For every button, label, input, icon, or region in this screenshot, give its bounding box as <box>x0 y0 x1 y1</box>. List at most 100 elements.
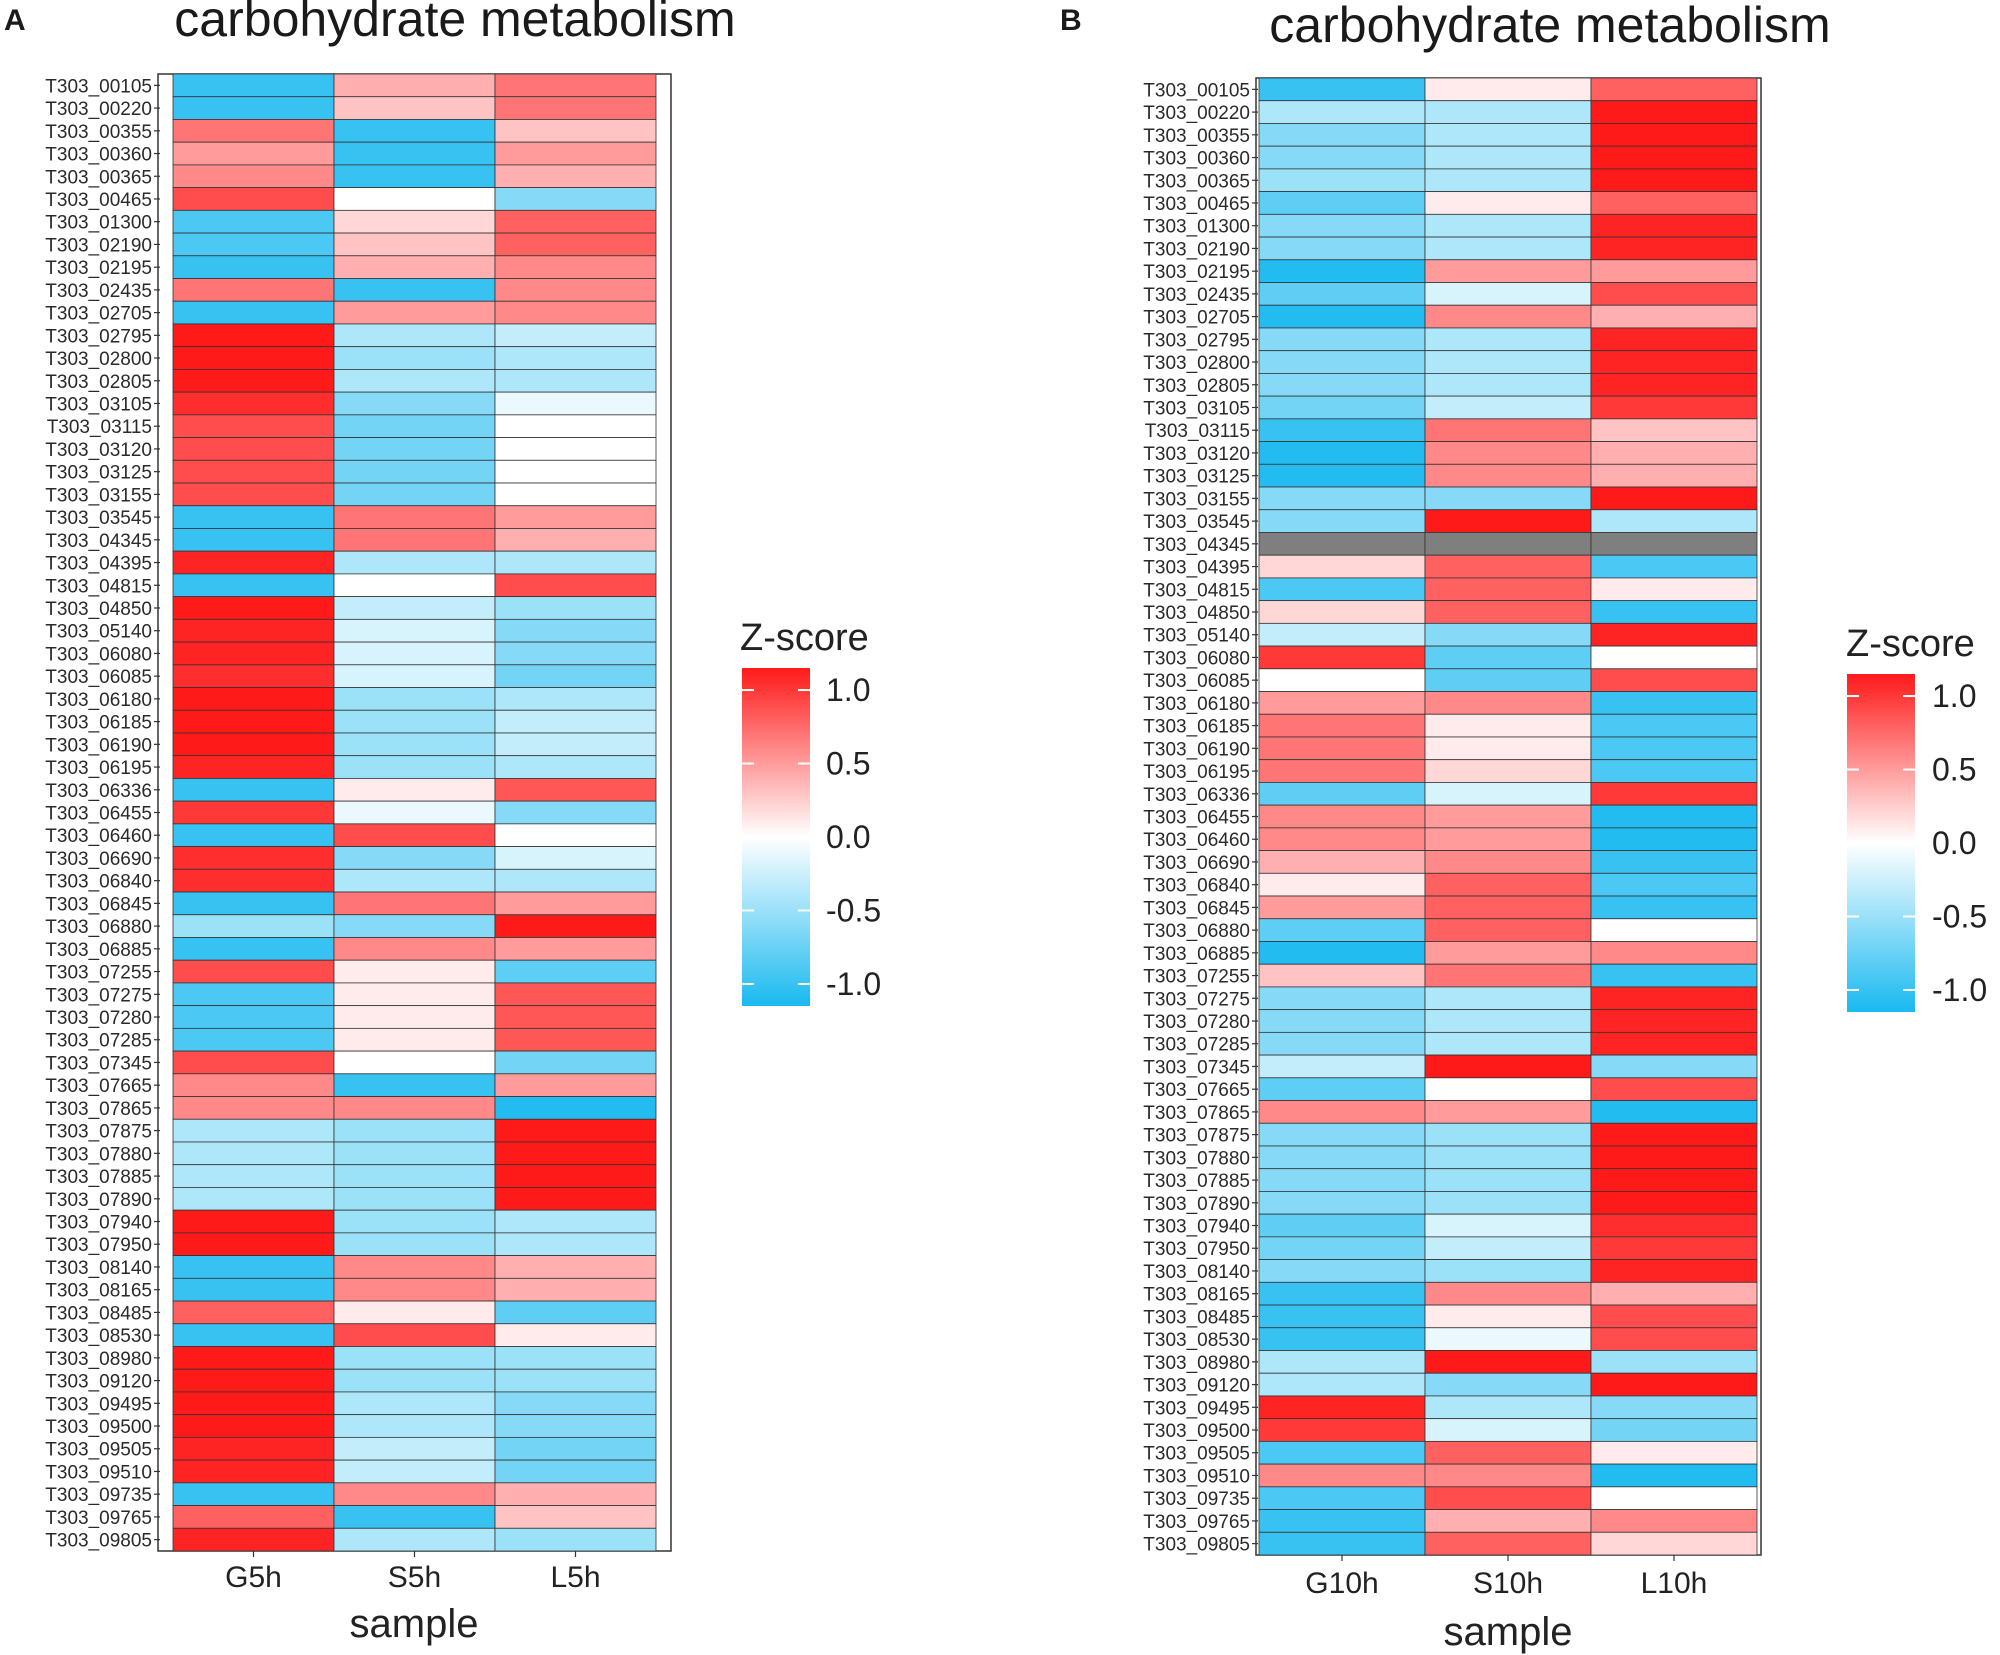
heatmap-cell <box>333 709 496 734</box>
heatmap-cell <box>172 414 335 438</box>
heatmap-cell <box>494 187 657 211</box>
heatmap-cell <box>1590 804 1758 829</box>
row-label: T303_04345 <box>45 531 152 552</box>
heatmap-cell <box>494 323 657 348</box>
row-label: T303_02435 <box>45 281 152 302</box>
heatmap-cell <box>1590 691 1758 715</box>
heatmap-cell <box>1424 145 1592 170</box>
row-label: T303_06455 <box>1143 808 1250 829</box>
heatmap-cell <box>1424 350 1592 374</box>
heatmap-cell <box>494 778 657 802</box>
heatmap-cell <box>494 1368 657 1393</box>
heatmap-cell <box>333 687 496 711</box>
heatmap-cell <box>1258 372 1426 397</box>
heatmap-cell <box>333 368 496 393</box>
heatmap-cell <box>1424 1440 1592 1465</box>
heatmap-cell <box>494 96 657 120</box>
heatmap-cell <box>1258 1372 1426 1397</box>
heatmap-cell <box>172 300 335 325</box>
row-label: T303_00365 <box>45 167 152 188</box>
heatmap-cell <box>1258 1191 1426 1215</box>
heatmap-cell <box>172 868 335 893</box>
panel-b-x-axis-title: sample <box>1444 1610 1573 1654</box>
heatmap-cell <box>172 1232 335 1257</box>
heatmap-cell <box>1424 100 1592 124</box>
row-label: T303_09495 <box>1143 1398 1250 1419</box>
heatmap-cell <box>1590 418 1758 442</box>
row-label: T303_06880 <box>1143 921 1250 942</box>
heatmap-cell <box>494 255 657 279</box>
heatmap-cell <box>1590 986 1758 1011</box>
panel-b: B carbohydrate metabolism T303_00105T303… <box>1060 0 1987 1654</box>
heatmap-cell <box>172 732 335 757</box>
legend-tick-label: 1.0 <box>826 672 870 708</box>
row-label: T303_09735 <box>45 1485 152 1506</box>
heatmap-cell <box>1424 941 1592 965</box>
heatmap-cell <box>494 1232 657 1257</box>
row-label: T303_00365 <box>1143 171 1250 192</box>
panel-b-row-labels: T303_00105T303_00220T303_00355T303_00360… <box>1143 80 1258 1556</box>
heatmap-cell <box>1424 532 1592 556</box>
heatmap-cell <box>1590 1077 1758 1101</box>
heatmap-cell <box>1424 1372 1592 1397</box>
heatmap-cell <box>333 437 496 461</box>
row-label: T303_07280 <box>45 1008 152 1029</box>
heatmap-cell <box>1258 463 1426 488</box>
row-label: T303_06880 <box>45 917 152 938</box>
row-label: T303_03545 <box>1143 512 1250 533</box>
heatmap-cell <box>1258 1077 1426 1101</box>
column-label: L5h <box>550 1561 600 1594</box>
heatmap-cell <box>172 1187 335 1211</box>
heatmap-cell <box>333 1118 496 1143</box>
heatmap-cell <box>1424 259 1592 283</box>
heatmap-cell <box>494 1323 657 1347</box>
heatmap-cell <box>1590 395 1758 420</box>
heatmap-cell <box>1258 304 1426 329</box>
row-label: T303_06460 <box>45 826 152 847</box>
heatmap-cell <box>1258 1213 1426 1238</box>
row-label: T303_04345 <box>1143 535 1250 556</box>
heatmap-cell <box>333 596 496 620</box>
heatmap-cell <box>172 618 335 643</box>
heatmap-cell <box>1258 486 1426 511</box>
panel-a-x-axis-title: sample <box>350 1602 479 1646</box>
row-label: T303_03125 <box>1143 467 1250 488</box>
heatmap-cell <box>333 573 496 598</box>
heatmap-cell <box>494 959 657 984</box>
heatmap-cell <box>1590 850 1758 874</box>
heatmap-cell <box>333 528 496 552</box>
heatmap-cell <box>1590 1531 1758 1556</box>
heatmap-cell <box>494 596 657 620</box>
panel-a-row-labels: T303_00105T303_00220T303_00355T303_00360… <box>45 76 160 1552</box>
heatmap-cell <box>1590 622 1758 647</box>
row-label: T303_09500 <box>45 1417 152 1438</box>
heatmap-cell <box>1590 554 1758 579</box>
heatmap-cell <box>494 1436 657 1461</box>
heatmap-cell <box>1424 1191 1592 1215</box>
heatmap-cell <box>1258 395 1426 420</box>
heatmap-cell <box>172 459 335 484</box>
row-label: T303_02795 <box>1143 330 1250 351</box>
heatmap-cell <box>1258 1418 1426 1442</box>
heatmap-cell <box>172 1391 335 1416</box>
heatmap-cell <box>1590 1418 1758 1442</box>
heatmap-cell <box>1258 509 1426 533</box>
heatmap-cell <box>333 255 496 279</box>
row-label: T303_00355 <box>1143 126 1250 147</box>
heatmap-cell <box>1258 327 1426 352</box>
heatmap-cell <box>1590 1486 1758 1510</box>
heatmap-cell <box>494 482 657 507</box>
heatmap-cell <box>1424 577 1592 602</box>
heatmap-cell <box>1424 1509 1592 1533</box>
heatmap-cell <box>1590 600 1758 624</box>
heatmap-cell <box>494 209 657 234</box>
heatmap-cell <box>333 73 496 98</box>
heatmap-cell <box>1424 691 1592 715</box>
heatmap-cell <box>172 255 335 279</box>
heatmap-cell <box>172 96 335 120</box>
heatmap-cell <box>1590 1395 1758 1420</box>
heatmap-cell <box>333 755 496 779</box>
row-label: T303_04850 <box>45 599 152 620</box>
heatmap-cell <box>1424 713 1592 738</box>
